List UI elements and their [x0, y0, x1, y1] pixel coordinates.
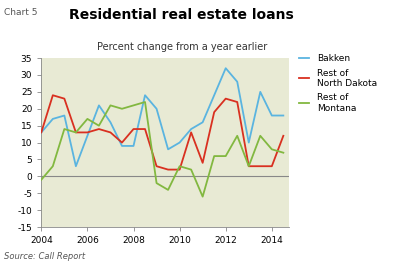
- Rest of
Montana: [269, 148, 274, 151]
- Rest of
North Dakota: [74, 131, 78, 134]
- Text: Percent change from a year earlier: Percent change from a year earlier: [97, 42, 267, 52]
- Rest of
North Dakota: [97, 128, 102, 131]
- Rest of
Montana: [154, 182, 159, 185]
- Rest of
Montana: [62, 128, 67, 131]
- Rest of
Montana: [142, 100, 147, 103]
- Rest of
North Dakota: [177, 168, 182, 171]
- Rest of
Montana: [223, 154, 228, 158]
- Rest of
North Dakota: [189, 131, 194, 134]
- Rest of
Montana: [281, 151, 286, 154]
- Rest of
North Dakota: [131, 128, 136, 131]
- Bakken: [246, 141, 251, 144]
- Rest of
Montana: [258, 134, 263, 137]
- Rest of
Montana: [50, 165, 55, 168]
- Bakken: [189, 128, 194, 131]
- Bakken: [74, 165, 78, 168]
- Bakken: [235, 80, 240, 83]
- Rest of
Montana: [189, 168, 194, 171]
- Bakken: [39, 131, 44, 134]
- Bakken: [85, 134, 90, 137]
- Rest of
Montana: [212, 154, 217, 158]
- Rest of
North Dakota: [258, 165, 263, 168]
- Line: Rest of
North Dakota: Rest of North Dakota: [41, 95, 283, 169]
- Bakken: [281, 114, 286, 117]
- Bakken: [97, 104, 102, 107]
- Bakken: [258, 90, 263, 93]
- Rest of
North Dakota: [119, 141, 124, 144]
- Bakken: [269, 114, 274, 117]
- Rest of
North Dakota: [39, 131, 44, 134]
- Rest of
Montana: [200, 195, 205, 198]
- Rest of
North Dakota: [246, 165, 251, 168]
- Rest of
Montana: [119, 107, 124, 110]
- Rest of
North Dakota: [108, 131, 113, 134]
- Rest of
North Dakota: [223, 97, 228, 100]
- Rest of
Montana: [246, 165, 251, 168]
- Legend: Bakken, Rest of
North Dakota, Rest of
Montana: Bakken, Rest of North Dakota, Rest of Mo…: [299, 54, 377, 113]
- Bakken: [119, 144, 124, 148]
- Text: Source: Call Report: Source: Call Report: [4, 252, 85, 261]
- Rest of
Montana: [108, 104, 113, 107]
- Rest of
Montana: [85, 117, 90, 120]
- Rest of
North Dakota: [281, 134, 286, 137]
- Text: Residential real estate loans: Residential real estate loans: [69, 8, 294, 22]
- Rest of
North Dakota: [200, 161, 205, 164]
- Rest of
North Dakota: [50, 94, 55, 97]
- Bakken: [223, 67, 228, 70]
- Bakken: [131, 144, 136, 148]
- Bakken: [166, 148, 171, 151]
- Rest of
Montana: [177, 165, 182, 168]
- Rest of
North Dakota: [269, 165, 274, 168]
- Rest of
Montana: [131, 104, 136, 107]
- Rest of
North Dakota: [166, 168, 171, 171]
- Rest of
Montana: [97, 124, 102, 127]
- Bakken: [108, 121, 113, 124]
- Bakken: [212, 94, 217, 97]
- Rest of
Montana: [74, 131, 78, 134]
- Rest of
North Dakota: [85, 131, 90, 134]
- Rest of
North Dakota: [62, 97, 67, 100]
- Bakken: [62, 114, 67, 117]
- Bakken: [142, 94, 147, 97]
- Text: Chart 5: Chart 5: [4, 8, 38, 17]
- Bakken: [177, 141, 182, 144]
- Rest of
North Dakota: [154, 165, 159, 168]
- Rest of
Montana: [39, 178, 44, 181]
- Bakken: [50, 117, 55, 120]
- Rest of
Montana: [235, 134, 240, 137]
- Line: Bakken: Bakken: [41, 68, 283, 166]
- Rest of
North Dakota: [212, 111, 217, 114]
- Bakken: [200, 121, 205, 124]
- Line: Rest of
Montana: Rest of Montana: [41, 102, 283, 197]
- Rest of
North Dakota: [235, 100, 240, 103]
- Bakken: [154, 107, 159, 110]
- Rest of
North Dakota: [142, 128, 147, 131]
- Rest of
Montana: [166, 188, 171, 191]
